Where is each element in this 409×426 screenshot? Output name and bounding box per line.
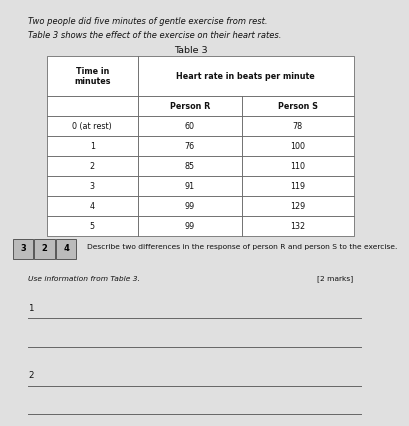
Text: 4: 4 [90,202,94,211]
Polygon shape [137,116,241,136]
Text: Table 3 shows the effect of the exercise on their heart rates.: Table 3 shows the effect of the exercise… [28,31,281,40]
Text: 99: 99 [184,222,195,231]
Polygon shape [241,196,353,216]
Polygon shape [47,136,137,156]
Polygon shape [241,116,353,136]
Text: 1: 1 [90,142,94,151]
FancyBboxPatch shape [34,239,55,259]
FancyBboxPatch shape [56,239,76,259]
Text: 76: 76 [184,142,194,151]
Polygon shape [241,136,353,156]
Text: 129: 129 [290,202,305,211]
Text: 100: 100 [290,142,305,151]
Text: [2 marks]: [2 marks] [317,275,353,282]
Polygon shape [47,216,137,236]
Polygon shape [241,176,353,196]
Text: 2: 2 [28,371,33,380]
Text: Heart rate in beats per minute: Heart rate in beats per minute [176,72,315,81]
Text: 99: 99 [184,202,195,211]
Polygon shape [137,156,241,176]
Polygon shape [137,216,241,236]
Text: 78: 78 [292,122,302,131]
Text: Table 3: Table 3 [173,46,207,55]
Polygon shape [241,216,353,236]
Polygon shape [47,196,137,216]
Text: Two people did five minutes of gentle exercise from rest.: Two people did five minutes of gentle ex… [28,17,267,26]
Text: 91: 91 [184,182,194,191]
Text: Time in
minutes: Time in minutes [74,67,110,86]
Polygon shape [241,96,353,116]
Text: Use information from Table 3.: Use information from Table 3. [28,276,139,282]
Polygon shape [47,116,137,136]
Text: 5: 5 [90,222,94,231]
Text: 2: 2 [42,245,47,253]
Text: 85: 85 [184,162,194,171]
Text: 119: 119 [290,182,305,191]
Text: Describe two differences in the response of person R and person S to the exercis: Describe two differences in the response… [86,244,396,250]
Text: 3: 3 [90,182,94,191]
Polygon shape [137,196,241,216]
Text: 132: 132 [290,222,305,231]
Polygon shape [47,96,137,116]
Text: Person S: Person S [277,102,317,111]
Polygon shape [137,136,241,156]
Polygon shape [47,156,137,176]
Text: 1: 1 [28,304,33,313]
Text: 4: 4 [63,245,69,253]
Polygon shape [137,96,241,116]
Text: Person R: Person R [169,102,209,111]
Polygon shape [47,56,137,96]
Polygon shape [47,176,137,196]
Text: 0 (at rest): 0 (at rest) [72,122,112,131]
Polygon shape [137,176,241,196]
Polygon shape [241,156,353,176]
Polygon shape [137,56,353,96]
Text: 60: 60 [184,122,194,131]
Text: 3: 3 [20,245,26,253]
FancyBboxPatch shape [13,239,33,259]
Text: 110: 110 [290,162,305,171]
Text: 2: 2 [90,162,94,171]
